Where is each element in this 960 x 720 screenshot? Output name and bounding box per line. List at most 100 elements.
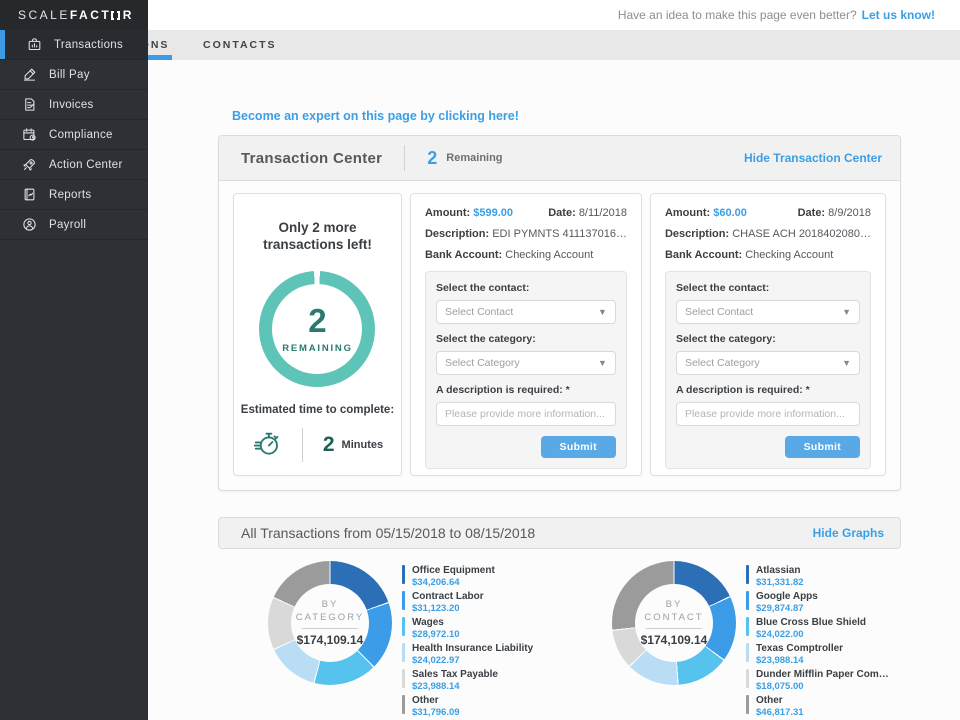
remaining-label: Remaining [446, 152, 503, 164]
legend-label: Blue Cross Blue Shield [756, 617, 867, 628]
sidebar-item-transactions[interactable]: Transactions [0, 30, 148, 60]
date-label: Date: [797, 207, 826, 219]
status-card: Only 2 more transactions left! 2 REMAINI… [233, 193, 402, 476]
vertical-divider [404, 145, 406, 171]
submit-button[interactable]: Submit [784, 436, 860, 458]
legend-color-bar [746, 669, 749, 688]
donut-center-line2: CATEGORY [295, 611, 365, 623]
sidebar-item-label: Bill Pay [49, 68, 90, 81]
stopwatch-icon [252, 428, 282, 463]
all-transactions-header: All Transactions from 05/15/2018 to 08/1… [218, 517, 901, 549]
legend-color-bar [746, 591, 749, 610]
legend-color-bar [402, 565, 405, 584]
hide-graphs-link[interactable]: Hide Graphs [812, 526, 884, 540]
legend-color-bar [402, 591, 405, 610]
category-select[interactable]: Select Category ▼ [675, 351, 860, 375]
description-field: Description: CHASE ACH 2018402080… [665, 228, 871, 240]
amount-label: Amount: [424, 207, 471, 219]
description-input[interactable] [675, 402, 860, 426]
legend-item: Dunder Mifflin Paper Com… $18,075.00 [746, 669, 918, 692]
bank-account-field: Bank Account: Checking Account [425, 249, 627, 261]
logo-text-r: R [122, 8, 134, 22]
estimate-row: 2 Minutes [234, 428, 401, 463]
bank-account-label: Bank Account: [664, 249, 743, 261]
sidebar-item-label: Payroll [49, 218, 87, 231]
description-field: Description: EDI PYMNTS 411137016… [425, 228, 627, 240]
become-expert-link[interactable]: Become an expert on this page by clickin… [232, 109, 519, 123]
legend-item: Wages $28,972.10 [402, 617, 574, 640]
chevron-down-icon: ▼ [842, 307, 851, 317]
legend-value: $46,817.31 [756, 707, 804, 718]
legend-value: $28,972.10 [412, 629, 460, 640]
charts-row: BY CATEGORY $174,109.14 Office Equipment… [268, 561, 960, 720]
by-category-donut: BY CATEGORY $174,109.14 [268, 561, 392, 685]
amount-value: $599.00 [473, 207, 514, 219]
date-value: 8/11/2018 [578, 207, 627, 219]
legend-label: Other [412, 695, 439, 706]
category-label: Select the category: [435, 333, 536, 345]
contact-select-value: Select Contact [444, 306, 514, 318]
transaction-card-1: Amount: $599.00 Date: 8/11/2018 Descript… [409, 193, 642, 476]
reports-icon [22, 187, 37, 202]
legend-value: $23,988.14 [756, 655, 804, 666]
transaction-center-header: Transaction Center 2 Remaining Hide Tran… [219, 136, 900, 181]
legend-color-bar [402, 643, 405, 662]
by-contact-legend: Atlassian $31,331.82 Google Apps $29,874.8… [746, 561, 918, 720]
by-contact-donut: BY CONTACT $174,109.14 [612, 561, 736, 685]
payroll-icon [22, 217, 37, 232]
scalefactor-logo: SCALE FACT R [0, 0, 148, 30]
sidebar-item-bill-pay[interactable]: Bill Pay [0, 60, 148, 90]
action-center-icon [22, 157, 37, 172]
legend-item: Other $46,817.31 [746, 695, 918, 718]
sidebar-item-payroll[interactable]: Payroll [0, 210, 148, 240]
description-value: EDI PYMNTS 411137016… [492, 228, 627, 240]
legend-color-bar [402, 669, 405, 688]
category-select[interactable]: Select Category ▼ [435, 351, 616, 375]
category-select-value: Select Category [444, 357, 520, 369]
contact-select[interactable]: Select Contact ▼ [435, 300, 616, 324]
chevron-down-icon: ▼ [598, 358, 607, 368]
tab-contacts[interactable]: CONTACTS [203, 39, 277, 51]
transaction-center-panel: Transaction Center 2 Remaining Hide Tran… [218, 135, 901, 491]
sidebar-item-invoices[interactable]: Invoices [0, 90, 148, 120]
legend-item: Texas Comptroller $23,988.14 [746, 643, 918, 666]
submit-button[interactable]: Submit [540, 436, 616, 458]
legend-value: $31,123.20 [412, 603, 460, 614]
bank-account-label: Bank Account: [424, 249, 503, 261]
description-required-label: A description is required: * [435, 384, 570, 396]
invoices-icon [22, 97, 37, 112]
contact-select[interactable]: Select Contact ▼ [675, 300, 860, 324]
amount-field: Amount: $599.00 [425, 207, 513, 219]
top-bar: Have an idea to make this page even bett… [0, 0, 960, 30]
hide-transaction-center-link[interactable]: Hide Transaction Center [743, 151, 882, 165]
description-input[interactable] [435, 402, 616, 426]
estimate-value: 2 [322, 433, 335, 457]
legend-color-bar [402, 617, 405, 636]
bank-account-field: Bank Account: Checking Account [665, 249, 871, 261]
legend-value: $31,796.09 [412, 707, 460, 718]
let-us-know-link[interactable]: Let us know! [861, 8, 935, 22]
date-label: Date: [548, 207, 576, 219]
legend-label: Other [756, 695, 783, 706]
sidebar-item-label: Transactions [54, 38, 124, 51]
legend-label: Office Equipment [412, 565, 495, 576]
sidebar-item-action-center[interactable]: Action Center [0, 150, 148, 180]
sidebar-item-compliance[interactable]: Compliance [0, 120, 148, 150]
description-label: Description: [664, 228, 730, 240]
date-field: Date: 8/9/2018 [798, 207, 871, 219]
legend-label: Contract Labor [412, 591, 484, 602]
sidebar-item-reports[interactable]: Reports [0, 180, 148, 210]
donut-total: $174,109.14 [296, 633, 364, 648]
logo-text-fact: FACT [69, 8, 112, 22]
legend-color-bar [746, 565, 749, 584]
remaining-progress-ring: 2 REMAINING [259, 270, 376, 387]
contact-label: Select the contact: [675, 282, 770, 294]
sidebar: SCALE FACT R Transactions Bill Pay Invoice… [0, 0, 148, 720]
legend-label: Wages [412, 617, 444, 628]
remaining-count: 2 [427, 147, 438, 168]
donut-center-divider [302, 628, 358, 630]
bank-account-value: Checking Account [745, 249, 834, 261]
legend-label: Sales Tax Payable [412, 669, 498, 680]
chevron-down-icon: ▼ [598, 307, 607, 317]
